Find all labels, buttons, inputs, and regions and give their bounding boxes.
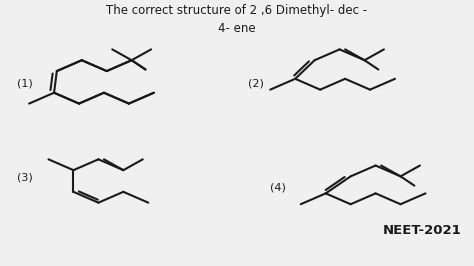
Text: (2): (2) [248, 78, 264, 89]
Text: (3): (3) [17, 173, 33, 183]
Text: The correct structure of 2 ,6 Dimethyl- dec -: The correct structure of 2 ,6 Dimethyl- … [107, 5, 367, 18]
Text: (4): (4) [270, 182, 286, 192]
Text: 4- ene: 4- ene [218, 22, 256, 35]
Text: NEET-2021: NEET-2021 [383, 224, 462, 237]
Text: (1): (1) [17, 78, 33, 89]
